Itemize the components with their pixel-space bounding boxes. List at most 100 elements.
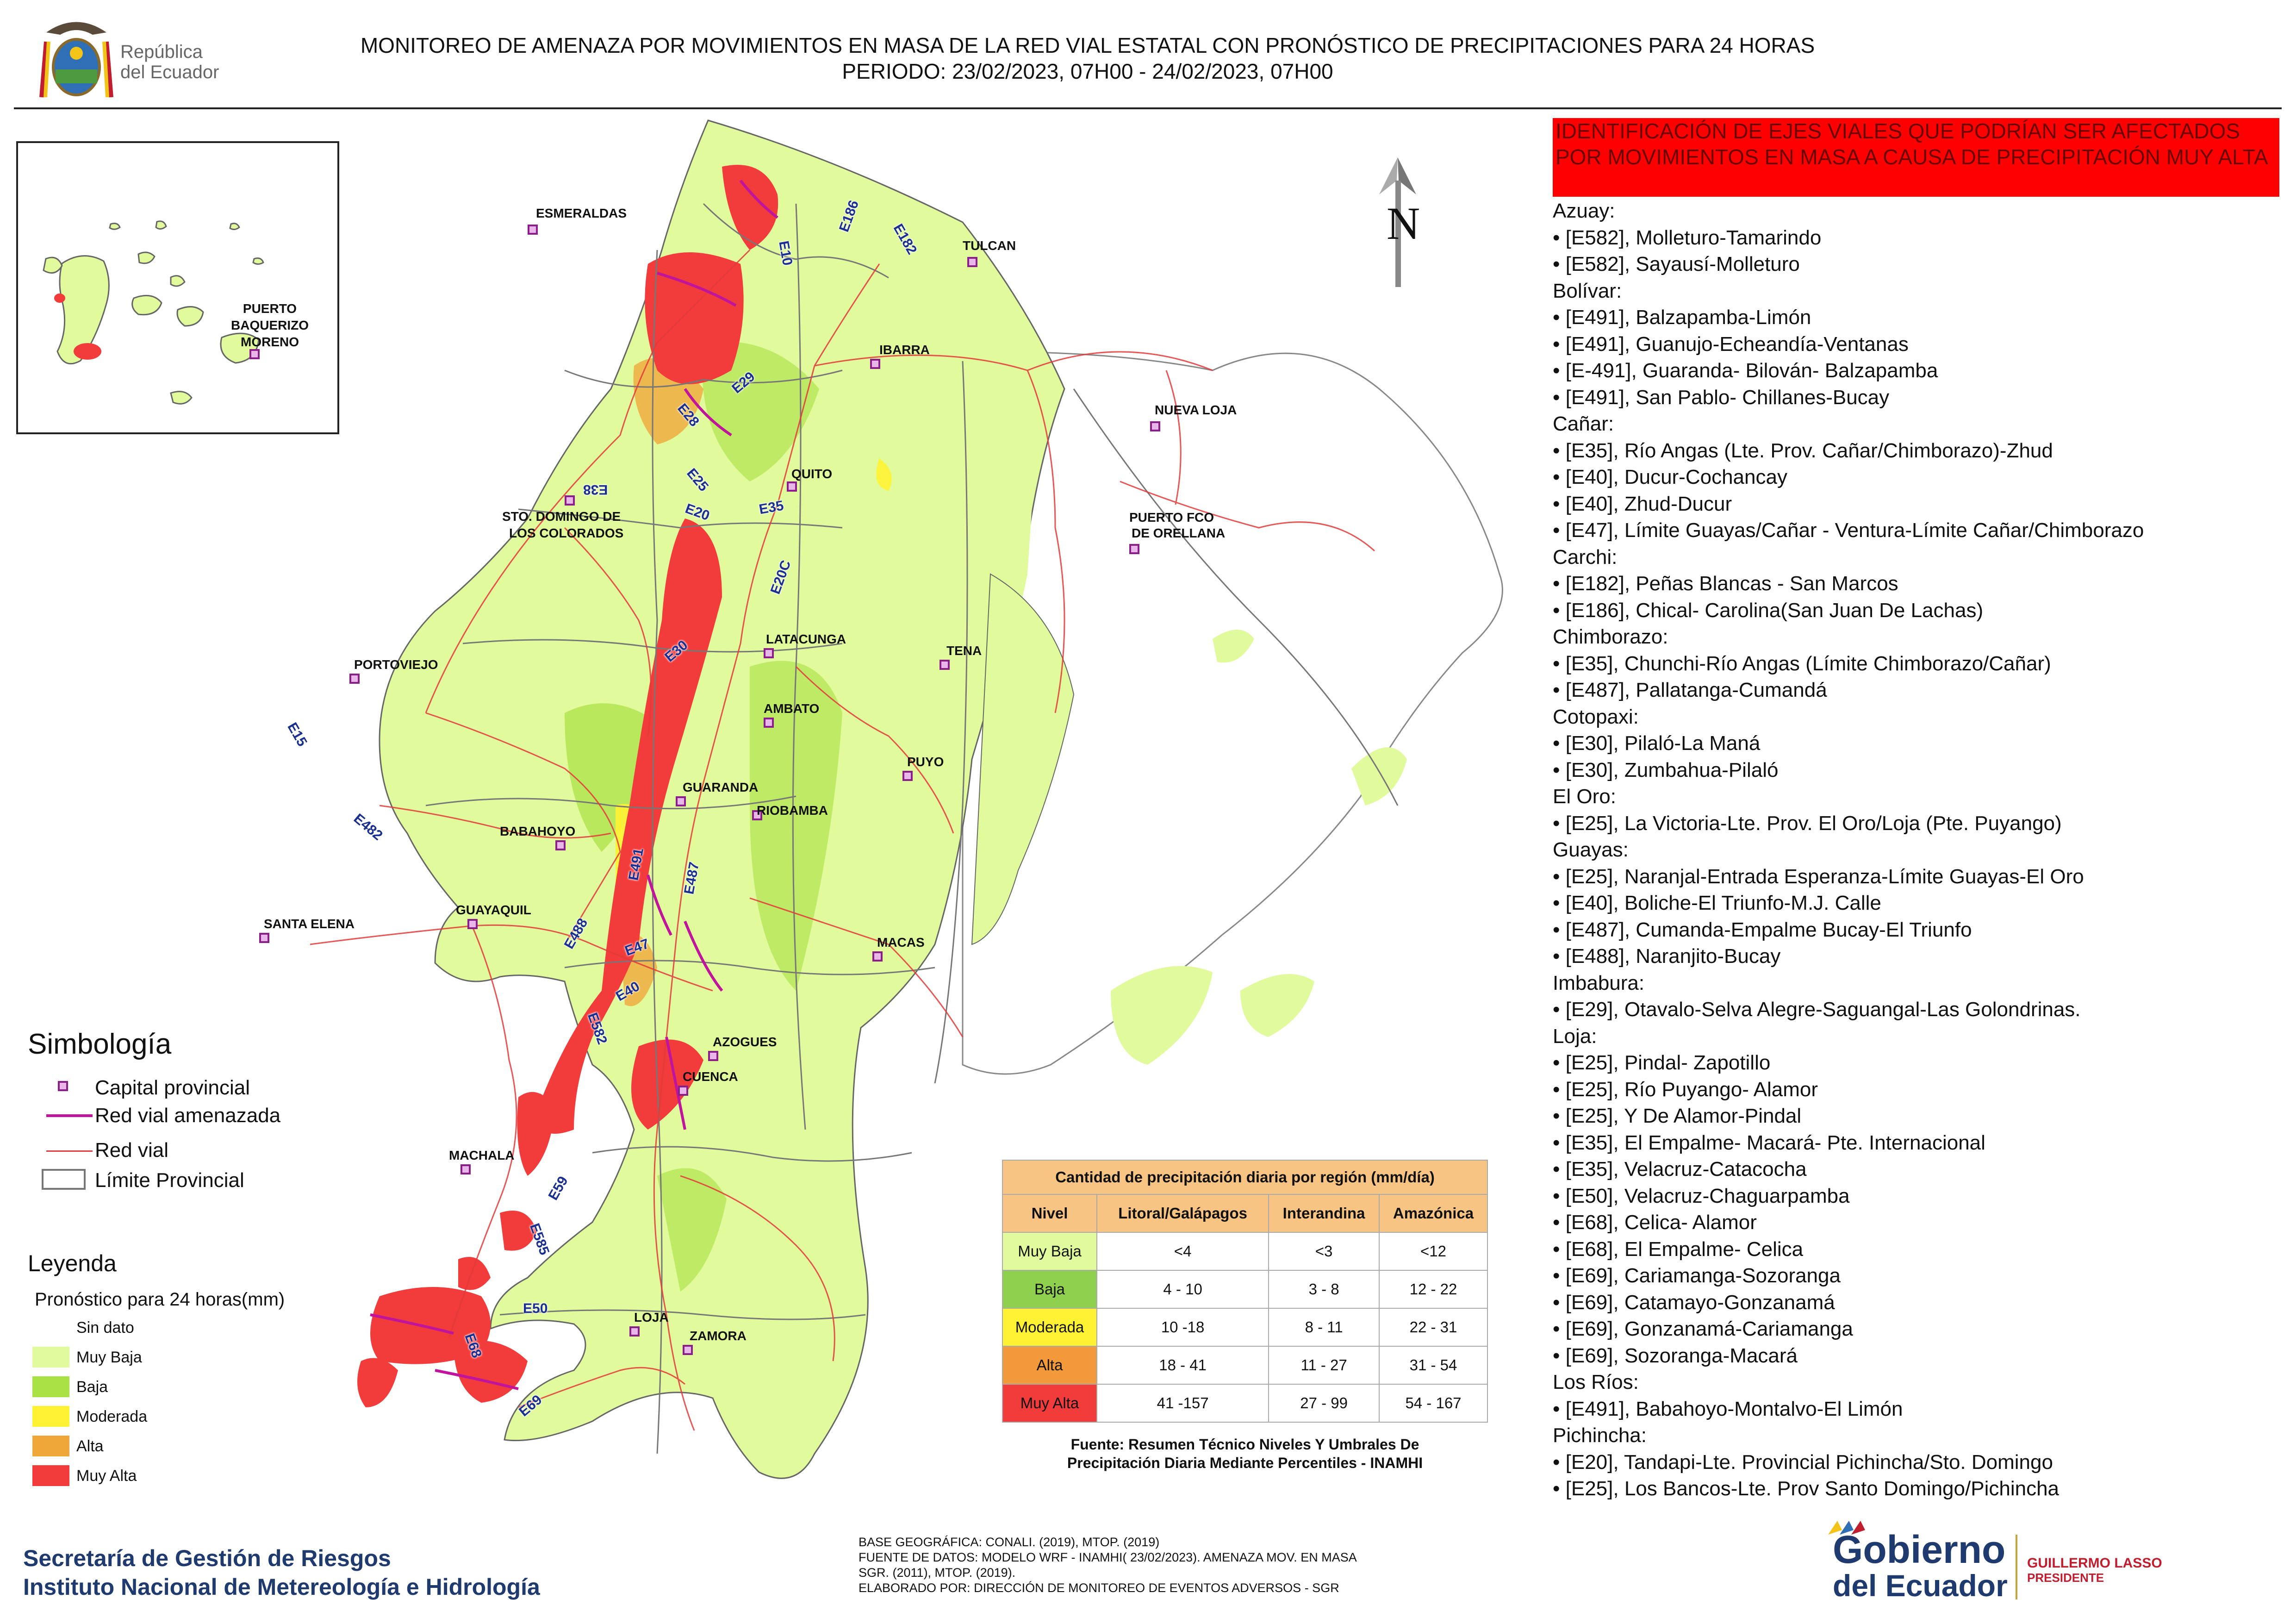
capital-marker bbox=[349, 674, 360, 684]
north-arrow-icon bbox=[1379, 157, 1416, 287]
table-caption: Cantidad de precipitación diaria por reg… bbox=[1002, 1160, 1488, 1195]
boundary-icon bbox=[42, 1169, 86, 1190]
city-label-riobamba: RIOBAMBA bbox=[757, 803, 828, 818]
galapagos-inset: PUERTO BAQUERIZO MORENO bbox=[16, 141, 339, 434]
city-label-nueva-loja: NUEVA LOJA bbox=[1155, 403, 1237, 417]
city-label-machala: MACHALA bbox=[449, 1148, 515, 1162]
threatened-road-icon bbox=[46, 1114, 93, 1117]
north-arrow: N bbox=[1370, 153, 1425, 292]
title-line-2: PERIODO: 23/02/2023, 07H00 - 24/02/2023,… bbox=[842, 59, 1333, 83]
road-item: • [E488], Naranjito-Bucay bbox=[1553, 945, 1781, 968]
province-heading: Carchi: bbox=[1553, 545, 1618, 568]
table-body: Muy Baja <4 <3 <12 Baja 4 - 10 3 - 8 12 - 22 Mod… bbox=[1002, 1232, 1488, 1423]
province-heading: Loja: bbox=[1553, 1024, 1597, 1048]
road-item: • [E25], La Victoria-Lte. Prov. El Oro/L… bbox=[1553, 812, 2062, 835]
table-source-line2: Precipitación Diaria Mediante Percentile… bbox=[1067, 1455, 1423, 1471]
capital-marker bbox=[565, 495, 575, 506]
road-item: • [E582], Sayausí-Molleturo bbox=[1553, 253, 1800, 275]
road-item: • [E69], Sozoranga-Macará bbox=[1553, 1344, 1798, 1367]
value-cell: 4 - 10 bbox=[1096, 1270, 1269, 1309]
value-cell: 41 -157 bbox=[1096, 1384, 1269, 1423]
map-title: MONITOREO DE AMENAZA POR MOVIMIENTOS EN … bbox=[278, 32, 1898, 84]
capital-marker bbox=[708, 1051, 718, 1061]
forecast-swatch bbox=[32, 1436, 69, 1456]
value-cell: 8 - 11 bbox=[1268, 1308, 1380, 1347]
city-label-ibarra: IBARRA bbox=[879, 343, 930, 357]
city-label-guaranda: GUARANDA bbox=[683, 780, 759, 794]
road-item: • [E582], Molleturo-Tamarindo bbox=[1553, 226, 1822, 249]
province-heading: Los Ríos: bbox=[1553, 1371, 1639, 1393]
logo-divider bbox=[2016, 1535, 2017, 1599]
value-cell: 11 - 27 bbox=[1268, 1346, 1380, 1385]
table-header: Interandina bbox=[1268, 1194, 1380, 1233]
capital-marker bbox=[752, 810, 762, 820]
road-item: • [E69], Gonzanamá-Cariamanga bbox=[1553, 1318, 1853, 1340]
legend-item-boundary: Límite Provincial bbox=[95, 1169, 244, 1192]
road-item: • [E182], Peñas Blancas - San Marcos bbox=[1553, 572, 1898, 595]
city-label-tena: TENA bbox=[946, 643, 982, 658]
road-code-e38: E38 bbox=[583, 482, 608, 497]
source-line1: BASE GEOGRÁFICA: CONALI. (2019), MTOP. (… bbox=[859, 1535, 1160, 1549]
table-source: Fuente: Resumen Técnico Niveles Y Umbral… bbox=[1009, 1435, 1481, 1472]
capital-marker bbox=[460, 1164, 471, 1174]
legend-item-capital: Capital provincial bbox=[95, 1076, 250, 1099]
capital-marker bbox=[629, 1326, 640, 1337]
gobierno-word: Gobierno bbox=[1833, 1528, 2006, 1571]
table-row: Muy Baja <4 <3 <12 bbox=[1002, 1232, 1488, 1271]
source-line2: FUENTE DE DATOS: MODELO WRF - INAMHI( 23… bbox=[859, 1550, 1357, 1564]
forecast-label: Moderada bbox=[76, 1408, 148, 1425]
leyenda-title: Leyenda bbox=[28, 1250, 117, 1276]
value-cell: <4 bbox=[1096, 1232, 1269, 1271]
forecast-swatch bbox=[32, 1406, 69, 1427]
road-item: • [E50], Velacruz-Chaguarpamba bbox=[1553, 1184, 1850, 1207]
capital-marker-puerto-baquerizo bbox=[249, 349, 260, 359]
value-cell: 3 - 8 bbox=[1268, 1270, 1380, 1309]
city-label-orellana-1: PUERTO FCO bbox=[1129, 510, 1214, 525]
forecast-label: Muy Baja bbox=[76, 1349, 142, 1366]
ecuador-map: N ESMERALDAS TULCAN IBARRA NUEVA LOJA QU… bbox=[241, 111, 1592, 1500]
city-label-macas: MACAS bbox=[877, 935, 925, 949]
capital-marker bbox=[787, 481, 797, 492]
road-item: • [E40], Ducur-Cochancay bbox=[1553, 466, 1787, 488]
value-cell: 22 - 31 bbox=[1378, 1308, 1488, 1347]
level-cell: Muy Alta bbox=[1002, 1384, 1097, 1423]
capital-marker bbox=[872, 951, 883, 962]
affected-roads-header: IDENTIFICACIÓN DE EJES VIALES QUE PODRÍA… bbox=[1553, 118, 2279, 197]
value-cell: 54 - 167 bbox=[1378, 1384, 1488, 1423]
forecast-swatch bbox=[32, 1465, 69, 1486]
forecast-title: Pronóstico para 24 horas(mm) bbox=[35, 1289, 285, 1310]
forecast-swatch bbox=[32, 1317, 69, 1338]
republica-logo: República del Ecuador bbox=[32, 9, 264, 102]
gobierno-emblem-icon bbox=[1828, 1521, 1865, 1535]
road-item: • [E69], Cariamanga-Sozoranga bbox=[1553, 1264, 1841, 1287]
forecast-swatch bbox=[32, 1347, 69, 1368]
inset-label-line2: BAQUERIZO bbox=[231, 318, 309, 332]
city-label-latacunga: LATACUNGA bbox=[766, 632, 846, 646]
forecast-swatch bbox=[32, 1376, 69, 1397]
province-heading: Cañar: bbox=[1553, 412, 1614, 435]
capital-marker bbox=[467, 919, 478, 929]
capital-marker bbox=[764, 648, 774, 658]
president-role: PRESIDENTE bbox=[2027, 1571, 2104, 1585]
city-label-sto-domingo-1: STO. DOMINGO DE bbox=[502, 509, 621, 524]
road-item: • [E487], Pallatanga-Cumandá bbox=[1553, 679, 1827, 701]
level-cell: Alta bbox=[1002, 1346, 1097, 1385]
road-item: • [E20], Tandapi-Lte. Provincial Pichinc… bbox=[1553, 1450, 2053, 1474]
agency-names: Secretaría de Gestión de Riesgos Institu… bbox=[23, 1544, 540, 1601]
road-item: • [E47], Límite Guayas/Cañar - Ventura-L… bbox=[1553, 519, 2144, 542]
road-item: • [E491], Babahoyo-Montalvo-El Limón bbox=[1553, 1397, 1903, 1420]
level-cell: Baja bbox=[1002, 1270, 1097, 1309]
capital-marker bbox=[902, 771, 913, 781]
legend-item-road: Red vial bbox=[95, 1139, 168, 1162]
city-label-quito: QUITO bbox=[791, 467, 833, 481]
value-cell: <3 bbox=[1268, 1232, 1380, 1271]
city-label-portoviejo: PORTOVIEJO bbox=[354, 657, 438, 672]
road-item: • [E69], Catamayo-Gonzanamá bbox=[1553, 1291, 1835, 1314]
city-label-orellana-2: DE ORELLANA bbox=[1132, 526, 1226, 540]
road-item: • [E-491], Guaranda- Bilován- Balzapamba bbox=[1553, 359, 1938, 382]
table-source-line1: Fuente: Resumen Técnico Niveles Y Umbral… bbox=[1070, 1436, 1419, 1453]
province-heading: Imbabura: bbox=[1553, 971, 1645, 994]
capital-marker bbox=[683, 1345, 693, 1355]
value-cell: 12 - 22 bbox=[1378, 1270, 1488, 1309]
road-code-e50: E50 bbox=[523, 1301, 548, 1316]
